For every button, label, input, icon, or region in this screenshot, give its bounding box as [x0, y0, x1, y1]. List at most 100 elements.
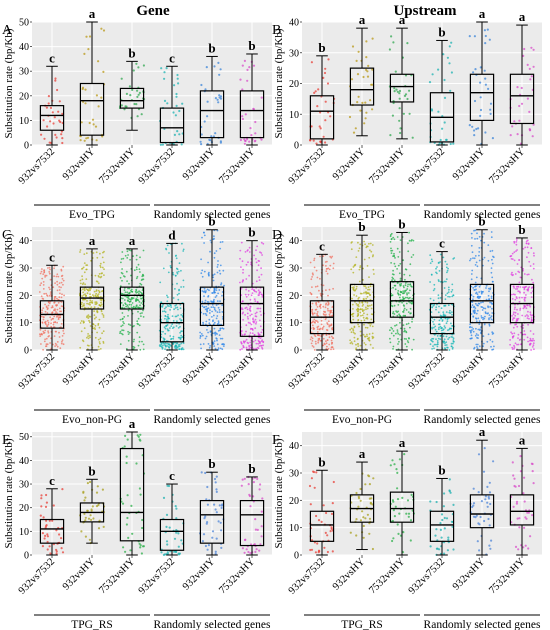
data-point — [330, 512, 334, 516]
data-point — [474, 285, 477, 288]
data-point — [218, 289, 221, 291]
data-point — [166, 484, 169, 487]
data-point — [178, 109, 181, 113]
data-point — [371, 503, 374, 506]
data-point — [470, 244, 473, 247]
data-point — [357, 337, 359, 340]
data-point — [40, 505, 43, 508]
data-point — [446, 549, 449, 552]
data-point — [445, 280, 447, 283]
data-point — [40, 270, 43, 273]
data-point — [439, 261, 441, 263]
data-point — [316, 542, 319, 545]
data-point — [213, 235, 215, 238]
data-point — [48, 286, 50, 289]
data-point — [433, 288, 436, 290]
y-tick-label: 10 — [289, 110, 299, 121]
data-point — [490, 315, 493, 318]
data-point — [260, 525, 263, 528]
data-point — [487, 294, 490, 297]
data-point — [140, 113, 143, 116]
data-point — [95, 316, 97, 319]
data-point — [389, 134, 392, 137]
data-point — [325, 313, 327, 316]
data-point — [349, 328, 352, 331]
data-point — [138, 268, 141, 271]
data-point — [487, 495, 490, 498]
data-point — [255, 342, 258, 345]
data-point — [509, 339, 511, 341]
data-point — [522, 324, 525, 327]
data-point — [489, 288, 492, 291]
data-point — [436, 303, 438, 306]
data-point — [200, 83, 203, 87]
data-point — [172, 273, 175, 276]
data-point — [53, 335, 56, 337]
data-point — [44, 505, 48, 508]
data-point — [349, 342, 352, 345]
y-tick-label: 0 — [24, 141, 29, 152]
data-point — [399, 283, 401, 286]
data-point — [440, 329, 443, 332]
data-point — [477, 127, 480, 130]
data-point — [166, 551, 169, 554]
data-point — [490, 345, 492, 348]
data-point — [358, 296, 360, 299]
data-point — [353, 289, 355, 292]
data-point — [396, 282, 399, 284]
data-point — [215, 294, 218, 297]
data-point — [61, 112, 64, 115]
panel-label: D — [272, 228, 282, 243]
data-point — [93, 290, 96, 293]
box — [39, 518, 65, 544]
data-point — [209, 239, 212, 242]
data-point — [512, 326, 515, 329]
data-point — [352, 315, 354, 318]
data-point — [57, 301, 60, 304]
data-point — [430, 274, 433, 276]
y-tick-label: 10 — [289, 318, 299, 329]
data-point — [126, 516, 129, 520]
data-point — [140, 552, 143, 555]
data-point — [491, 307, 493, 310]
data-point — [325, 265, 327, 267]
data-point — [476, 304, 478, 307]
data-point — [368, 256, 371, 259]
data-point — [330, 526, 333, 529]
data-point — [396, 314, 399, 317]
data-point — [176, 320, 178, 323]
data-point — [142, 278, 145, 281]
data-point — [247, 321, 250, 324]
data-point — [479, 515, 482, 519]
data-point — [352, 308, 354, 310]
data-point — [135, 258, 138, 261]
data-point — [527, 511, 531, 514]
data-point — [81, 301, 83, 304]
data-point — [79, 282, 82, 285]
data-point — [318, 289, 320, 292]
data-point — [45, 305, 48, 308]
panel-label: E — [2, 433, 11, 448]
data-point — [138, 336, 141, 339]
data-point — [371, 547, 374, 551]
data-point — [214, 97, 217, 100]
data-point — [98, 348, 100, 351]
data-point — [89, 480, 92, 484]
data-point — [368, 336, 370, 339]
data-point — [89, 325, 92, 327]
data-point — [217, 263, 219, 266]
data-point — [253, 140, 256, 143]
data-point — [54, 77, 57, 80]
data-point — [391, 114, 394, 117]
data-point — [473, 35, 476, 38]
data-point — [180, 269, 182, 272]
data-point — [247, 290, 250, 292]
data-point — [95, 290, 98, 292]
data-point — [213, 308, 216, 311]
data-point — [450, 520, 453, 523]
data-point — [124, 254, 127, 257]
data-point — [429, 254, 432, 257]
data-point — [526, 314, 528, 316]
data-point — [515, 288, 517, 290]
data-point — [533, 348, 535, 351]
